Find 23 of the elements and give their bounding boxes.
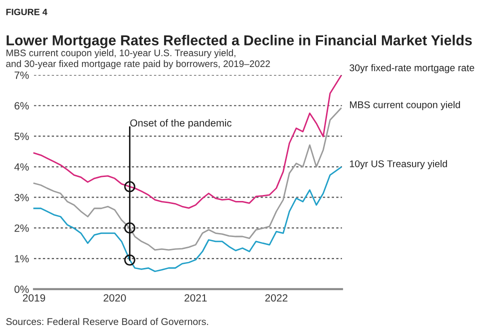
- chart-title: Lower Mortgage Rates Reflected a Decline in Financial Market Yields: [6, 34, 472, 48]
- source-note: Sources: Federal Reserve Board of Governors.: [6, 318, 208, 326]
- series-label: 30yr fixed-rate mortgage rate: [350, 64, 474, 74]
- x-tick-label: 2022: [265, 294, 288, 302]
- ref-line-label: Onset of the pandemic: [130, 119, 232, 129]
- y-tick-label: 7%: [14, 72, 29, 79]
- y-tick-label: 6%: [14, 102, 29, 110]
- series-label: 10yr US Treasury yield: [350, 160, 447, 170]
- y-tick-label: 3%: [14, 194, 29, 202]
- y-tick-label: 1%: [14, 255, 29, 262]
- chart-subtitle: MBS current coupon yield, 10-year U.S. Treasury yield, and 30-year fixed mortgage rate paid by borrowers, 2019–2022: [6, 49, 270, 69]
- y-tick-label: 2%: [14, 224, 29, 232]
- series-label: MBS current coupon yield: [350, 101, 460, 110]
- line-series: [33, 108, 342, 251]
- caption: FIGURE 4: [6, 8, 48, 16]
- x-tick-label: 2020: [104, 294, 126, 302]
- x-tick-label: 2019: [22, 294, 46, 302]
- y-tick-label: 0%: [14, 286, 29, 293]
- x-tick-label: 2021: [184, 294, 207, 302]
- y-tick-label: 4%: [14, 163, 29, 171]
- line-series: [33, 166, 342, 272]
- y-tick-label: 5%: [14, 132, 29, 140]
- line-series: [33, 75, 342, 209]
